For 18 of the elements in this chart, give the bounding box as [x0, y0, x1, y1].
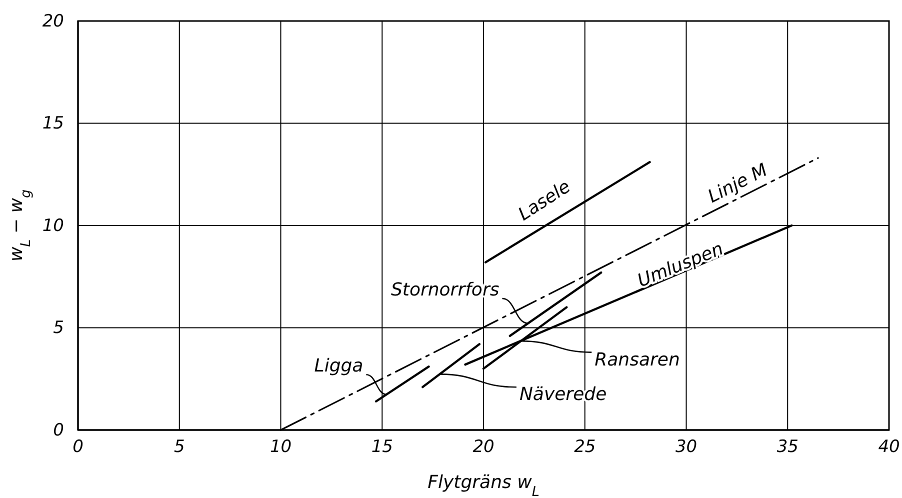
x-tick-label: 0	[72, 437, 84, 458]
x-tick-label: 10	[270, 437, 292, 458]
x-tick-label: 5	[174, 437, 185, 458]
y-tick-label: 20	[42, 11, 64, 32]
x-tick-label: 30	[675, 437, 698, 458]
x-tick-label: 15	[371, 437, 393, 458]
series-label: Ligga	[314, 356, 364, 377]
x-tick-label: 20	[472, 437, 494, 458]
y-tick-label: 10	[42, 216, 64, 236]
y-tick-label: 15	[42, 114, 64, 134]
text: Ransaren	[594, 349, 680, 370]
x-axis-title: Flytgräns w$_{L}$	[428, 472, 540, 498]
x-tick-label: 40	[878, 437, 900, 458]
x-tick-label: 35	[776, 437, 798, 458]
x-tick-label: 25	[574, 437, 596, 458]
y-tick-label: 5	[53, 318, 64, 338]
y-tick-label: 0	[53, 420, 64, 440]
text: Linje M	[704, 159, 772, 208]
